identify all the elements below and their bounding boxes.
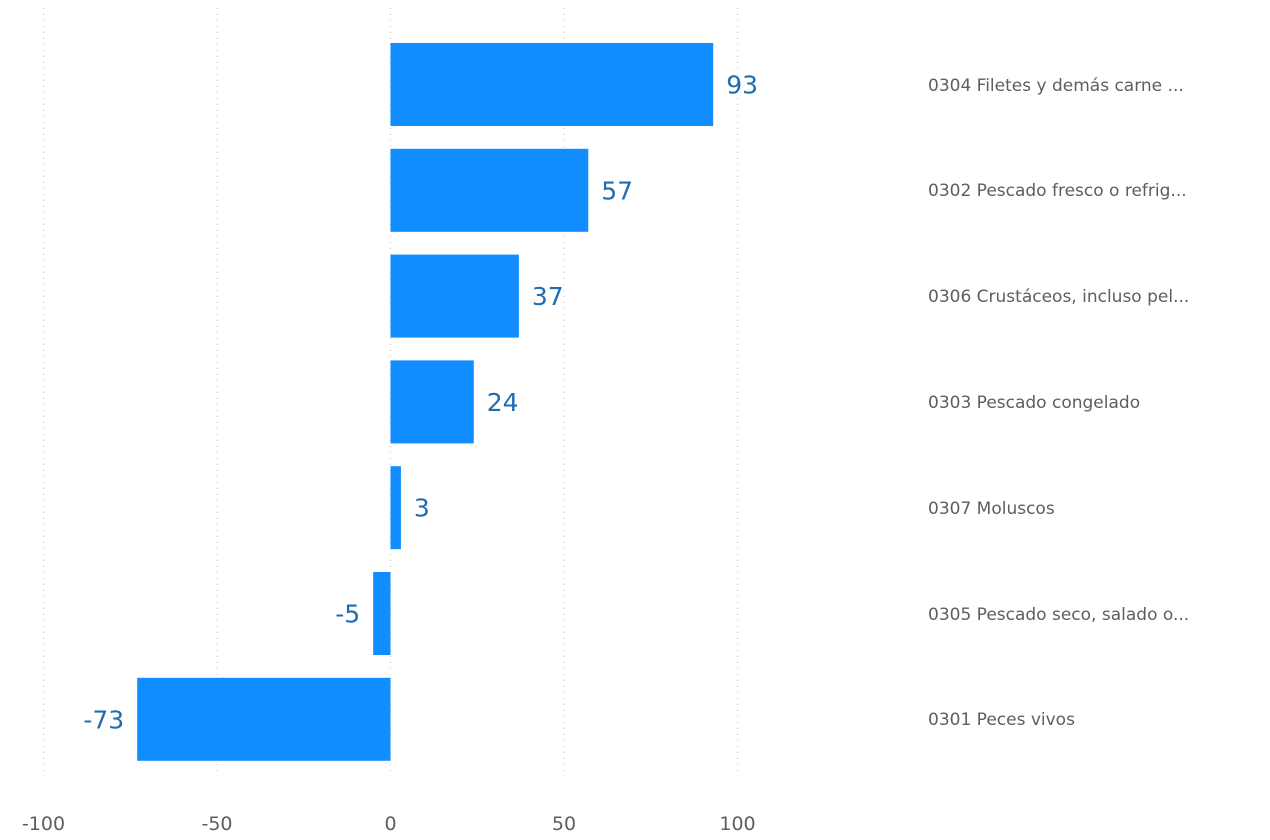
category-label: 0302 Pescado fresco o refrig... bbox=[928, 181, 1187, 202]
x-axis-tick-labels: -100 -50 0 50 100 bbox=[22, 813, 756, 835]
data-label: 93 bbox=[726, 71, 758, 100]
category-label: 0301 Peces vivos bbox=[928, 710, 1075, 731]
data-label: 3 bbox=[414, 494, 430, 523]
bar[interactable] bbox=[390, 466, 401, 550]
bar[interactable] bbox=[137, 677, 391, 761]
bar[interactable] bbox=[390, 254, 519, 338]
category-label: 0303 Pescado congelado bbox=[928, 392, 1141, 413]
bars bbox=[137, 43, 714, 761]
category-label: 0306 Crustáceos, incluso pel... bbox=[928, 287, 1190, 308]
data-label: -73 bbox=[83, 705, 124, 734]
data-label: 24 bbox=[487, 388, 519, 417]
category-label: 0304 Filetes y demás carne ... bbox=[928, 75, 1184, 96]
data-label: 57 bbox=[601, 176, 633, 205]
bar[interactable] bbox=[390, 360, 474, 444]
data-label: 37 bbox=[532, 282, 564, 311]
bar[interactable] bbox=[390, 43, 714, 126]
bar[interactable] bbox=[390, 148, 589, 232]
data-label: -5 bbox=[335, 600, 360, 629]
category-label: 0307 Moluscos bbox=[928, 498, 1055, 519]
x-tick-label: 0 bbox=[384, 813, 396, 835]
x-tick-label: -100 bbox=[22, 813, 65, 835]
category-label: 0305 Pescado seco, salado o... bbox=[928, 604, 1190, 625]
data-labels: 93 57 37 24 3 -5 -73 bbox=[83, 71, 758, 735]
x-tick-label: 50 bbox=[552, 813, 576, 835]
x-tick-label: 100 bbox=[719, 813, 755, 835]
x-tick-label: -50 bbox=[201, 813, 232, 835]
bar[interactable] bbox=[373, 572, 391, 655]
